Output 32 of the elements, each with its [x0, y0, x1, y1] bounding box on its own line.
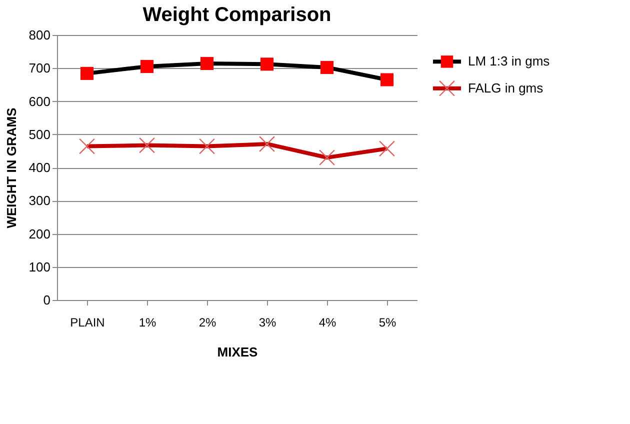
point	[80, 66, 94, 80]
point	[258, 136, 276, 152]
x-tick-label: 1%	[138, 316, 156, 330]
y-tick-label: 100	[28, 259, 50, 274]
point	[140, 60, 154, 73]
point	[378, 140, 396, 157]
y-axis-title: WEIGHT IN GRAMS	[4, 107, 19, 228]
point	[198, 138, 216, 154]
point	[260, 58, 274, 71]
x-tick-label: 3%	[258, 316, 276, 330]
y-tick-label: 700	[28, 60, 50, 76]
y-tick-label: 300	[28, 193, 50, 208]
point	[380, 73, 394, 86]
x-tick-label: PLAIN	[70, 316, 105, 330]
y-tick-label: 800	[28, 28, 50, 42]
point	[320, 60, 334, 74]
y-tick-label: 500	[28, 126, 50, 142]
x-axis-title: MIXES	[217, 344, 258, 360]
legend-label: LM 1:3 in gms	[468, 54, 550, 69]
y-tick-label: 400	[28, 160, 50, 175]
y-tick-label: 200	[28, 226, 50, 242]
x-tick-label: 4%	[318, 316, 336, 330]
x-tick-label: 2%	[198, 316, 216, 330]
point	[78, 138, 96, 154]
x-tick-label: 5%	[378, 316, 396, 330]
point	[200, 56, 214, 70]
point	[318, 150, 336, 166]
chart-title: Weight Comparison	[142, 4, 332, 26]
point	[138, 137, 156, 154]
y-tick-label: 600	[28, 94, 50, 109]
y-tick-label: 0	[43, 292, 50, 308]
legend-label: FALG in gms	[468, 80, 544, 96]
